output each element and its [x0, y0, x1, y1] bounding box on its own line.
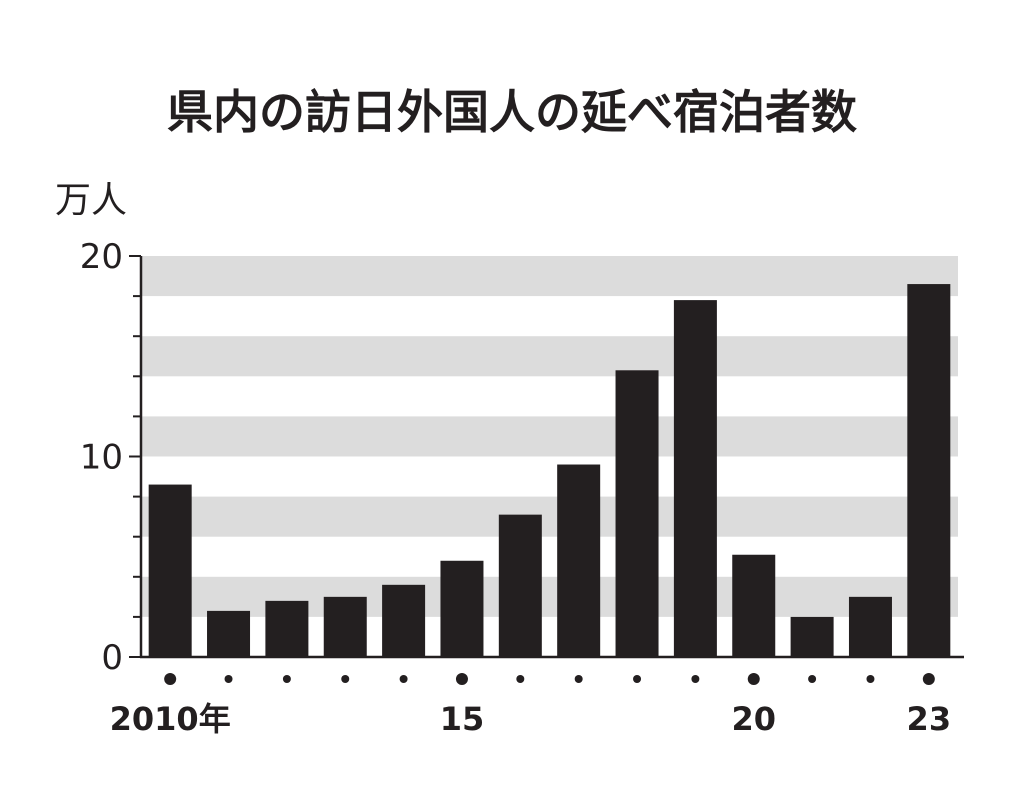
- x-tick-label: 20: [731, 700, 776, 738]
- grid-band: [141, 336, 958, 377]
- x-tick-dot: [691, 675, 700, 683]
- x-tick-dot: [455, 673, 468, 685]
- x-tick-dot: [747, 673, 760, 685]
- bar-2012: [265, 600, 309, 657]
- x-tick-dot: [164, 673, 177, 685]
- x-ticks: 2010年 15 20 23: [110, 673, 951, 738]
- bar-2020: [732, 554, 776, 657]
- y-unit-label: 万人: [55, 180, 127, 221]
- bar-2016: [498, 514, 542, 657]
- y-tick-labels: 0 10 20: [80, 237, 123, 678]
- x-tick-dot: [282, 675, 291, 683]
- chart-title: 県内の訪日外国人の延べ宿泊者数: [167, 85, 857, 139]
- grid-bands: [141, 256, 958, 617]
- bars: [148, 284, 951, 657]
- x-tick-dot: [922, 673, 935, 685]
- x-tick-dot: [866, 675, 875, 683]
- bar-2011: [207, 610, 251, 657]
- y-tick-label: 10: [80, 438, 123, 478]
- x-tick-dot: [633, 675, 642, 683]
- x-tick-dot: [399, 675, 408, 683]
- bar-2014: [382, 584, 426, 657]
- bar-2022: [848, 596, 892, 657]
- grid-band: [141, 496, 958, 537]
- bar-2015: [440, 560, 484, 657]
- x-tick-dot: [224, 675, 233, 683]
- x-tick-label: 15: [440, 700, 485, 738]
- x-tick-dot: [574, 675, 583, 683]
- bar-2017: [557, 464, 601, 657]
- grid-band: [141, 416, 958, 457]
- grid-band: [141, 256, 958, 297]
- bar-2019: [673, 300, 717, 657]
- x-tick-label: 23: [907, 700, 952, 738]
- bar-2023: [907, 284, 951, 657]
- grid-band: [141, 576, 958, 617]
- bar-2021: [790, 616, 834, 657]
- y-tick-label: 20: [80, 237, 123, 277]
- x-tick-dot: [516, 675, 525, 683]
- y-tick-label: 0: [101, 638, 123, 678]
- bar-2013: [323, 596, 367, 657]
- x-tick-dot: [341, 675, 350, 683]
- x-tick-label: 2010年: [110, 700, 231, 738]
- x-tick-dot: [808, 675, 817, 683]
- bar-2018: [615, 370, 659, 657]
- bar-2010: [148, 484, 192, 657]
